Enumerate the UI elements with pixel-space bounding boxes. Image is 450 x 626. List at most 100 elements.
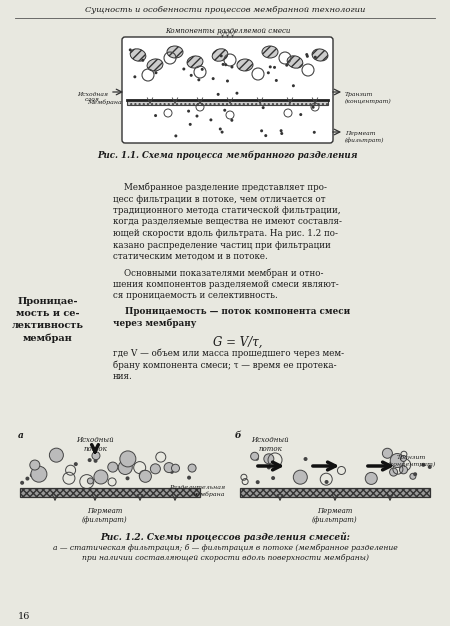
Circle shape: [312, 106, 315, 109]
Text: шения компонентов разделяемой смеси являют-: шения компонентов разделяемой смеси явля…: [113, 280, 339, 289]
Circle shape: [269, 65, 272, 68]
Circle shape: [129, 48, 132, 51]
Circle shape: [271, 476, 275, 480]
Circle shape: [171, 464, 180, 472]
Text: где V — объем или масса прошедшего через мем-: где V — объем или масса прошедшего через…: [113, 349, 344, 359]
Circle shape: [260, 130, 263, 132]
Circle shape: [216, 93, 220, 96]
Circle shape: [174, 135, 177, 138]
Ellipse shape: [262, 46, 278, 58]
Text: цесс фильтрации в потоке, чем отличается от: цесс фильтрации в потоке, чем отличается…: [113, 195, 326, 203]
Ellipse shape: [237, 59, 253, 71]
Text: Пермеат
(фильтрат): Пермеат (фильтрат): [82, 507, 128, 524]
Circle shape: [285, 64, 288, 67]
Circle shape: [187, 110, 190, 113]
Circle shape: [150, 464, 160, 474]
Text: казано распределение частиц при фильтрации: казано распределение частиц при фильтрац…: [113, 240, 331, 250]
Circle shape: [306, 55, 309, 58]
Circle shape: [224, 63, 227, 66]
Text: Сущность и особенности процессов мембранной технологии: Сущность и особенности процессов мембран…: [85, 6, 365, 14]
Circle shape: [293, 470, 307, 484]
Circle shape: [280, 132, 283, 135]
Circle shape: [365, 473, 377, 485]
Circle shape: [182, 68, 185, 71]
Text: Рис. 1.1. Схема процесса мембранного разделения: Рис. 1.1. Схема процесса мембранного раз…: [97, 150, 358, 160]
Text: Исходная
слоя: Исходная слоя: [77, 91, 108, 103]
Text: Транзит
(концентрат): Транзит (концентрат): [387, 455, 436, 466]
Circle shape: [226, 80, 229, 83]
Text: Исходный
поток: Исходный поток: [76, 436, 114, 453]
Text: Разделительная
мембрана: Разделительная мембрана: [169, 485, 225, 496]
Text: Проницае-
мость и се-
лективность
мембран: Проницае- мость и се- лективность мембра…: [12, 297, 84, 342]
Circle shape: [292, 85, 295, 87]
Circle shape: [264, 134, 267, 137]
Circle shape: [235, 91, 239, 95]
Circle shape: [251, 452, 259, 460]
Circle shape: [195, 115, 198, 118]
Text: Пермеат
(фильтрат): Пермеат (фильтрат): [345, 131, 384, 143]
Circle shape: [120, 451, 136, 467]
Ellipse shape: [212, 49, 228, 61]
Circle shape: [108, 462, 118, 472]
FancyBboxPatch shape: [122, 37, 333, 143]
Text: G = V/τ,: G = V/τ,: [213, 336, 262, 349]
Text: Мембрана: Мембрана: [87, 100, 122, 105]
Circle shape: [390, 468, 398, 476]
Circle shape: [31, 466, 47, 482]
Circle shape: [386, 463, 390, 467]
Circle shape: [141, 59, 144, 62]
Bar: [240, 488, 430, 497]
Circle shape: [88, 458, 92, 462]
Circle shape: [220, 131, 224, 133]
Circle shape: [299, 113, 302, 116]
Circle shape: [223, 109, 226, 112]
Text: ся проницаемость и селективность.: ся проницаемость и селективность.: [113, 292, 278, 300]
Circle shape: [140, 470, 151, 482]
Text: через мембрану: через мембрану: [113, 319, 196, 328]
Circle shape: [190, 74, 193, 77]
Circle shape: [188, 464, 196, 472]
Circle shape: [25, 476, 29, 481]
Circle shape: [126, 476, 130, 480]
Text: Транзит
(концентрат): Транзит (концентрат): [345, 93, 392, 104]
Text: ющей скорости вдоль фильтрата. На рис. 1.2 по-: ющей скорости вдоль фильтрата. На рис. 1…: [113, 229, 338, 238]
Text: 16: 16: [18, 612, 31, 621]
Circle shape: [400, 466, 408, 474]
Text: Пермеат
(фильтрат): Пермеат (фильтрат): [312, 507, 358, 524]
Circle shape: [267, 71, 270, 74]
Text: а: а: [18, 431, 24, 440]
Ellipse shape: [312, 49, 328, 61]
Circle shape: [304, 457, 307, 461]
Circle shape: [421, 463, 425, 467]
Text: статическим методом и в потоке.: статическим методом и в потоке.: [113, 252, 268, 261]
Circle shape: [313, 131, 316, 134]
Circle shape: [221, 63, 225, 66]
Circle shape: [30, 460, 40, 470]
Text: когда разделяемые вещества не имеют составля-: когда разделяемые вещества не имеют сост…: [113, 217, 342, 227]
Circle shape: [198, 78, 200, 81]
Circle shape: [382, 448, 392, 458]
Text: Исходный
поток: Исходный поток: [251, 436, 289, 453]
Text: Основными показателями мембран и отно-: Основными показателями мембран и отно-: [113, 269, 324, 278]
Ellipse shape: [167, 46, 183, 58]
Circle shape: [305, 53, 308, 56]
Circle shape: [20, 481, 24, 485]
Circle shape: [255, 457, 259, 461]
Text: Рис. 1.2. Схемы процессов разделения смесей:: Рис. 1.2. Схемы процессов разделения сме…: [100, 532, 350, 542]
Circle shape: [279, 129, 283, 132]
Circle shape: [94, 459, 98, 463]
Circle shape: [189, 123, 192, 126]
Text: Проницаемость — поток компонента смеси: Проницаемость — поток компонента смеси: [113, 307, 350, 316]
Circle shape: [390, 453, 404, 468]
Text: Мембранное разделение представляет про-: Мембранное разделение представляет про-: [113, 183, 327, 193]
Circle shape: [314, 56, 317, 59]
Circle shape: [220, 54, 223, 58]
Text: а — статическая фильтрация; б — фильтрация в потоке (мембранное разделение: а — статическая фильтрация; б — фильтрац…: [53, 544, 397, 552]
Circle shape: [273, 66, 276, 69]
Ellipse shape: [130, 49, 146, 61]
Circle shape: [133, 75, 136, 78]
Ellipse shape: [287, 56, 303, 68]
Circle shape: [261, 106, 265, 109]
Circle shape: [164, 463, 174, 473]
Circle shape: [170, 470, 174, 474]
